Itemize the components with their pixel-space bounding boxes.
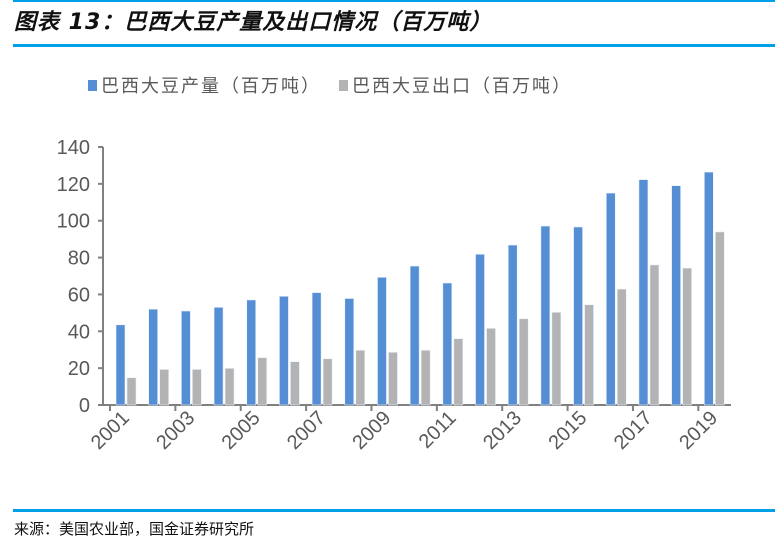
bar-production bbox=[442, 282, 453, 406]
bar-export bbox=[159, 369, 169, 406]
bar-production bbox=[311, 292, 322, 406]
bar-export bbox=[290, 361, 300, 406]
bar-production bbox=[638, 179, 649, 406]
footer-rule bbox=[13, 509, 775, 512]
y-tick-label: 40 bbox=[68, 321, 90, 343]
legend-swatch-production bbox=[88, 79, 97, 91]
bar-production bbox=[671, 185, 681, 406]
bar-production bbox=[213, 307, 224, 406]
legend-swatch-export bbox=[339, 79, 348, 91]
legend-label-production: 巴西大豆产量（百万吨） bbox=[101, 76, 321, 97]
top-rule bbox=[13, 0, 775, 2]
bar-export bbox=[224, 368, 235, 406]
x-tick-label: 2001 bbox=[87, 407, 134, 454]
bar-export bbox=[518, 318, 529, 406]
bar-production bbox=[540, 225, 551, 406]
bar-production bbox=[115, 324, 126, 406]
bar-export bbox=[192, 369, 202, 406]
bar-export bbox=[649, 264, 660, 406]
bar-production bbox=[279, 295, 289, 406]
bar-production bbox=[181, 310, 191, 406]
x-tick-label: 2003 bbox=[152, 407, 199, 454]
bar-production bbox=[148, 308, 158, 406]
bar-export bbox=[453, 338, 464, 406]
bar-export bbox=[420, 349, 431, 406]
y-tick-label: 60 bbox=[68, 284, 90, 306]
bar-export bbox=[486, 328, 496, 406]
bar-production bbox=[377, 276, 387, 406]
bar-export bbox=[355, 349, 366, 406]
y-tick-label: 120 bbox=[57, 174, 90, 196]
x-tick-label: 2009 bbox=[348, 407, 395, 454]
x-tick-label: 2013 bbox=[479, 407, 526, 454]
title-rule bbox=[13, 44, 775, 47]
bar-export bbox=[126, 377, 137, 406]
bar-production bbox=[605, 192, 616, 406]
bar-export bbox=[616, 288, 627, 406]
y-tick-label: 20 bbox=[68, 358, 90, 380]
bar-export bbox=[388, 351, 398, 406]
figure-title: 图表 13：巴西大豆产量及出口情况（百万吨） bbox=[14, 10, 493, 35]
x-tick-label: 2011 bbox=[415, 407, 461, 453]
y-tick-label: 80 bbox=[68, 248, 90, 270]
bar-production bbox=[573, 226, 583, 406]
y-tick-label: 0 bbox=[79, 395, 90, 417]
bar-production bbox=[246, 299, 257, 406]
x-tick-label: 2007 bbox=[283, 407, 330, 454]
y-tick-label: 140 bbox=[57, 137, 90, 159]
bar-production bbox=[475, 253, 485, 406]
bar-export bbox=[584, 304, 594, 406]
source-note: 来源：美国农业部，国金证券研究所 bbox=[14, 520, 255, 538]
x-tick-label: 2015 bbox=[544, 407, 591, 454]
bar-export bbox=[682, 267, 692, 406]
bar-export bbox=[322, 358, 333, 406]
bar-production bbox=[507, 244, 518, 406]
legend-item-export: 巴西大豆出口（百万吨） bbox=[339, 72, 572, 98]
x-tick-label: 2017 bbox=[610, 407, 657, 454]
legend-item-production: 巴西大豆产量（百万吨） bbox=[88, 72, 321, 98]
y-tick-label: 100 bbox=[57, 211, 90, 233]
bar-export bbox=[715, 231, 725, 406]
bar-export bbox=[551, 312, 562, 406]
x-tick-label: 2005 bbox=[218, 407, 265, 454]
legend: 巴西大豆产量（百万吨） 巴西大豆出口（百万吨） bbox=[88, 72, 572, 98]
bar-production bbox=[704, 171, 714, 406]
legend-label-export: 巴西大豆出口（百万吨） bbox=[352, 76, 572, 97]
bar-production bbox=[344, 298, 355, 406]
bar-export bbox=[257, 357, 268, 406]
bar-production bbox=[409, 265, 420, 406]
x-tick-label: 2019 bbox=[675, 407, 722, 454]
